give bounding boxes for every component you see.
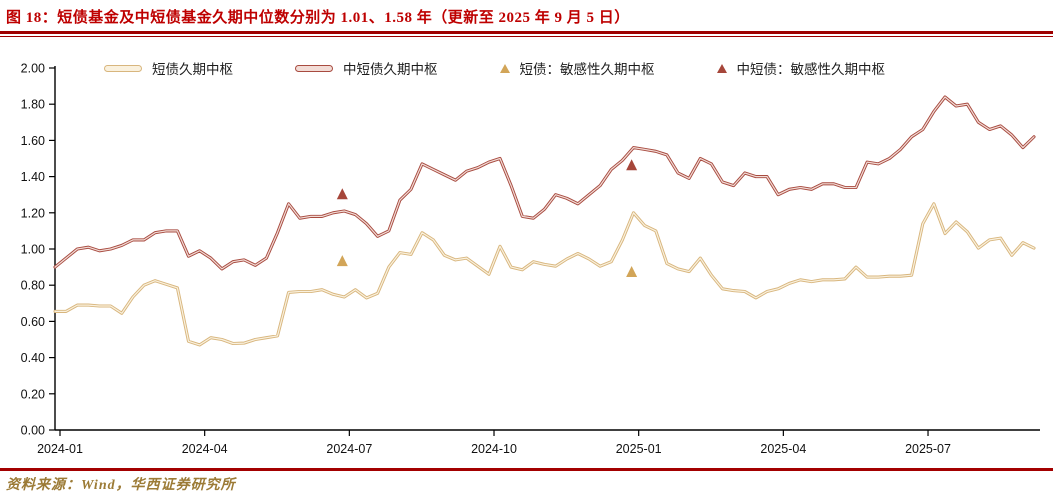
svg-text:0.20: 0.20: [21, 387, 45, 401]
svg-text:1.00: 1.00: [21, 243, 45, 257]
title-divider-thick-line: [0, 31, 1053, 34]
legend-label: 短债：敏感性久期中枢: [519, 62, 655, 77]
title-divider-thin-line: [0, 36, 1053, 37]
duration-trend-chart: 0.00 0.20 0.40 0.60 0.80 1.00 1.20 1.40 1.60 1.80…: [21, 62, 1040, 456]
svg-text:0.00: 0.00: [21, 424, 45, 438]
chart-legend: 短债久期中枢 中短债久期中枢 短债：敏感性久期中枢 中短债：敏感性久期中枢: [104, 58, 885, 78]
svg-text:1.60: 1.60: [21, 134, 45, 148]
svg-text:2025-07: 2025-07: [905, 442, 951, 456]
title-divider: [0, 31, 1053, 37]
legend-label: 短债久期中枢: [152, 62, 233, 77]
legend-item-mid-short-bond-sensitivity: 中短债：敏感性久期中枢: [716, 58, 886, 78]
line-swatch-icon: [104, 64, 142, 72]
svg-text:1.40: 1.40: [21, 170, 45, 184]
svg-text:1.80: 1.80: [21, 98, 45, 112]
legend-label: 中短债久期中枢: [343, 62, 438, 77]
footer-divider: [0, 468, 1053, 471]
svg-text:2025-04: 2025-04: [760, 442, 806, 456]
svg-text:0.80: 0.80: [21, 279, 45, 293]
svg-text:2024-01: 2024-01: [37, 442, 83, 456]
svg-text:1.20: 1.20: [21, 206, 45, 220]
legend-label: 中短债：敏感性久期中枢: [736, 62, 886, 77]
figure-title: 图 18：短债基金及中短债基金久期中位数分别为 1.01、1.58 年（更新至 …: [6, 10, 630, 26]
triangle-marker-icon: [716, 63, 727, 73]
svg-text:0.40: 0.40: [21, 351, 45, 365]
triangle-marker-icon: [499, 63, 510, 73]
svg-text:2.00: 2.00: [21, 62, 45, 76]
source-note: 资料来源：Wind，华西证券研究所: [6, 478, 236, 493]
title-divider-gap: [0, 34, 1053, 36]
legend-item-short-bond-duration: 短债久期中枢: [104, 58, 233, 78]
svg-text:0.60: 0.60: [21, 315, 45, 329]
svg-text:2024-07: 2024-07: [326, 442, 372, 456]
svg-text:2024-10: 2024-10: [471, 442, 517, 456]
legend-item-short-bond-sensitivity: 短债：敏感性久期中枢: [499, 58, 655, 78]
line-swatch-icon: [295, 64, 333, 72]
svg-text:2024-04: 2024-04: [182, 442, 228, 456]
legend-item-mid-short-bond-duration: 中短债久期中枢: [295, 58, 438, 78]
svg-text:2025-01: 2025-01: [616, 442, 662, 456]
